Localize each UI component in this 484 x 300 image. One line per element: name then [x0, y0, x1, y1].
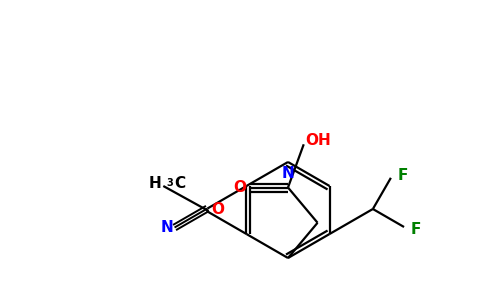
Text: O: O [233, 180, 246, 195]
Text: N: N [282, 167, 294, 182]
Text: F: F [411, 221, 421, 236]
Text: OH: OH [305, 133, 331, 148]
Text: O: O [212, 202, 225, 217]
Text: N: N [160, 220, 173, 235]
Text: C: C [174, 176, 185, 191]
Text: H: H [149, 176, 161, 191]
Text: 3: 3 [166, 178, 173, 188]
Text: F: F [398, 168, 408, 183]
